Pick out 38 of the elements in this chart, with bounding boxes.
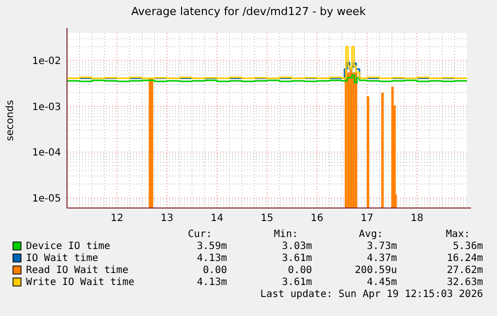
text: 4.45m	[366, 277, 397, 288]
chart-title: Average latency for /dev/md127 - by week	[131, 5, 366, 18]
text: 5.36m	[452, 241, 483, 252]
text: 3.73m	[366, 241, 397, 252]
text: 3.61m	[282, 277, 312, 288]
legend-label: Device IO time	[26, 241, 110, 252]
text: Avg:	[358, 229, 383, 240]
text: 16.24m	[446, 253, 483, 264]
text: 3.61m	[282, 253, 312, 264]
text: 3.59m	[196, 241, 227, 252]
x-tick-label: 13	[160, 213, 174, 224]
text: 0.00	[202, 265, 227, 276]
x-tick-label: 12	[110, 213, 124, 224]
x-tick-label: 17	[360, 213, 374, 224]
x-tick-label: 15	[260, 213, 274, 224]
y-tick-label: 1e-04	[32, 148, 61, 159]
text: 4.37m	[366, 253, 397, 264]
legend-label: Write IO Wait time	[26, 277, 134, 288]
text: Min:	[274, 229, 298, 240]
text: 3.03m	[282, 241, 312, 252]
legend-label: IO Wait time	[26, 253, 98, 264]
text: 0.00	[288, 265, 312, 276]
text: Cur:	[188, 229, 212, 240]
x-tick-label: 14	[210, 213, 224, 224]
y-tick-label: 1e-03	[32, 102, 61, 113]
text: 32.63m	[446, 277, 483, 288]
text: 200.59u	[354, 265, 397, 276]
y-tick-label: 1e-05	[32, 193, 61, 204]
text: Max:	[446, 229, 470, 240]
x-tick-label: 16	[310, 213, 324, 224]
y-tick-label: 1e-02	[32, 56, 61, 68]
text: 4.13m	[196, 253, 227, 264]
y-axis-title: seconds	[5, 100, 16, 141]
text: 4.13m	[196, 277, 227, 288]
x-tick-label: 18	[410, 213, 424, 224]
legend-label: Read IO Wait time	[26, 265, 128, 276]
text: Last update: Sun Apr 19 12:15:03 2026	[260, 289, 483, 300]
text: 27.62m	[446, 265, 483, 276]
